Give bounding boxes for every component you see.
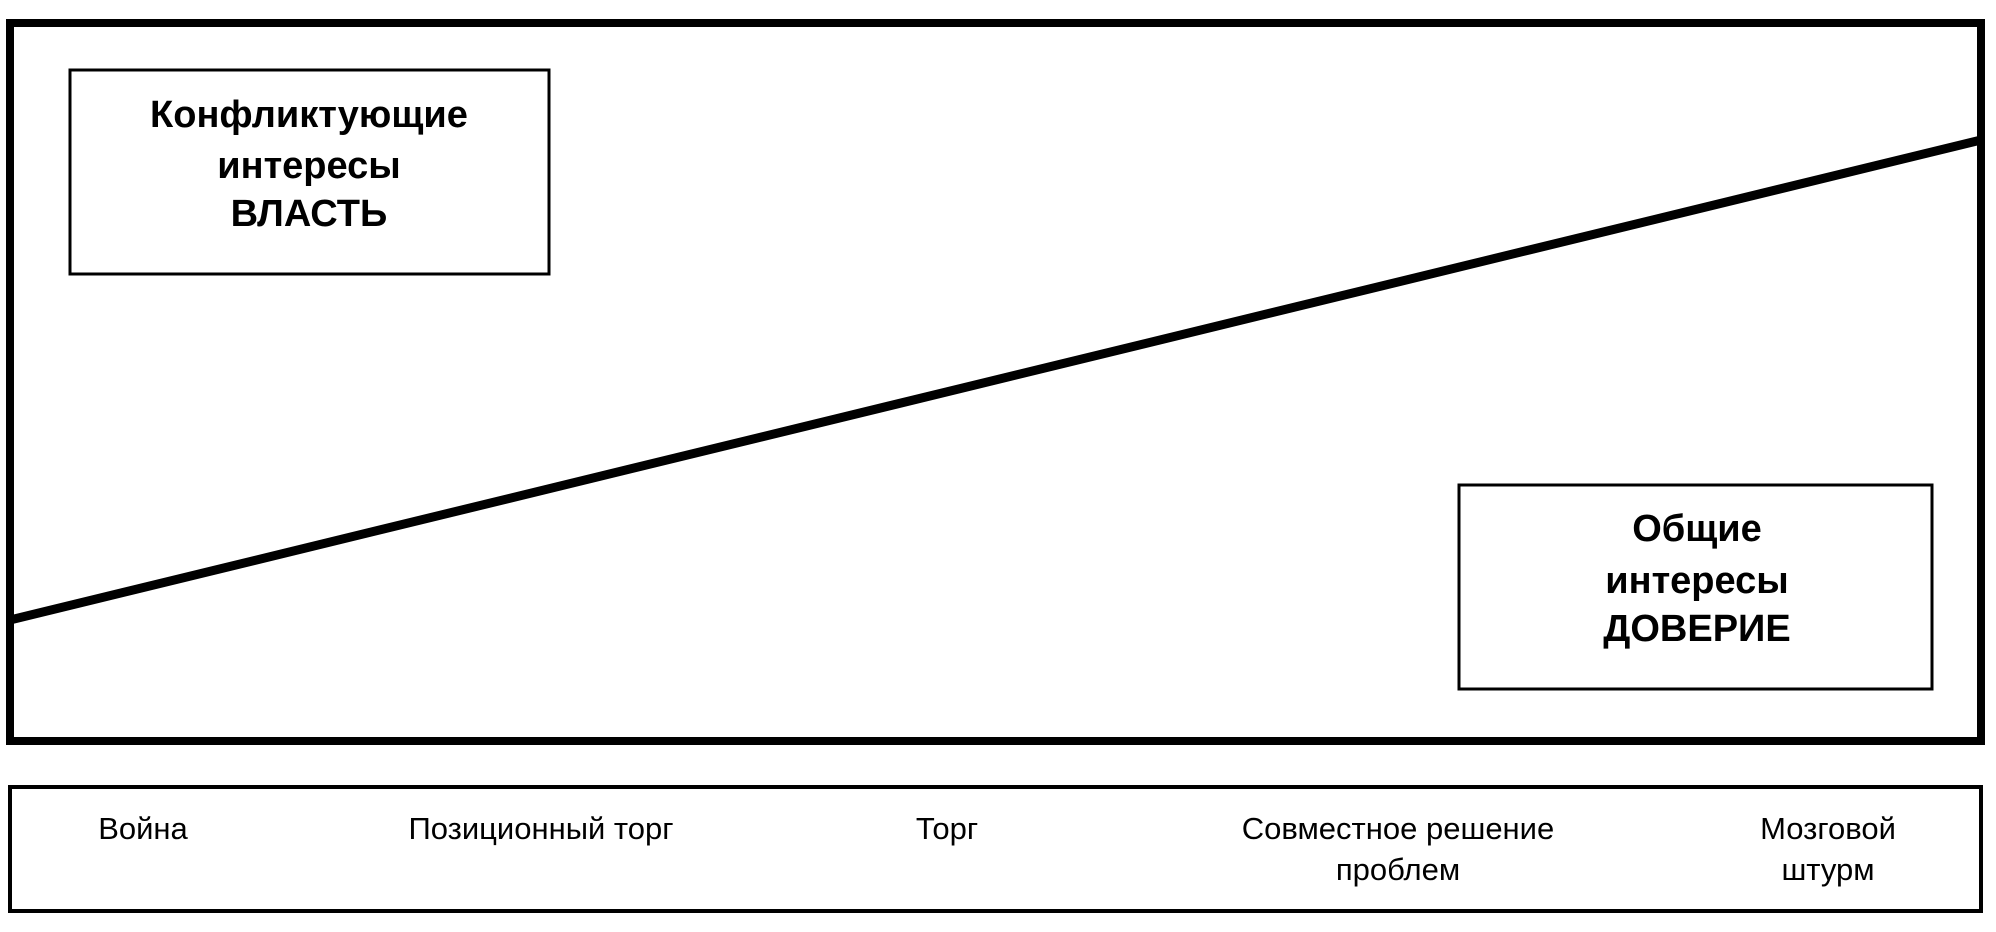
stages-strip	[8, 785, 1983, 913]
stage-label: Мозговой	[1760, 811, 1896, 846]
box-text: Общие	[1632, 508, 1762, 550]
box-text: интересы	[217, 145, 401, 187]
stage-label: Торг	[916, 811, 978, 846]
conflict-box	[68, 68, 551, 276]
stage-label: штурм	[1781, 852, 1874, 887]
stage-label: Позиционный торг	[408, 811, 673, 846]
trend-line	[8, 135, 1983, 625]
stage-label: Совместное решение	[1242, 811, 1554, 846]
stage-label: Война	[98, 811, 188, 846]
box-text: интересы	[1605, 560, 1789, 602]
stage-label: проблем	[1336, 852, 1460, 887]
main-frame	[6, 19, 1985, 745]
box-text: ДОВЕРИЕ	[1603, 608, 1790, 650]
common-box	[1457, 483, 1934, 691]
box-text: Конфликтующие	[150, 94, 468, 136]
box-text: ВЛАСТЬ	[231, 193, 388, 235]
